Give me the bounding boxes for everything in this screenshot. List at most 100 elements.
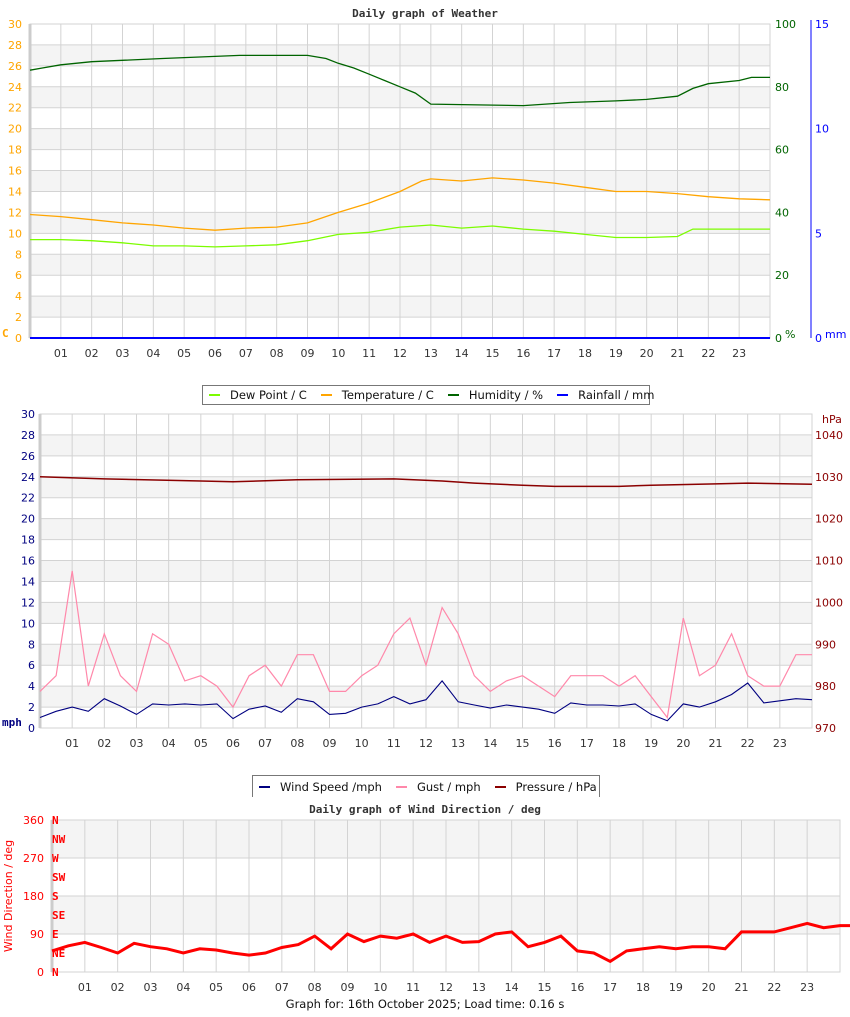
y-tick-label-rainfall: 0 bbox=[815, 332, 822, 345]
legend-item-humidity: Humidity / % bbox=[447, 388, 544, 402]
x-tick-label: 16 bbox=[570, 981, 584, 994]
y-tick-label-hpa: 1000 bbox=[815, 596, 843, 609]
temperature-line bbox=[29, 177, 771, 231]
legend-label: Rainfall / mm bbox=[578, 388, 655, 402]
compass-label: SE bbox=[52, 909, 65, 922]
x-tick-label: 05 bbox=[177, 347, 191, 360]
y-tick-label-mph: 10 bbox=[21, 617, 35, 630]
x-tick-label: 17 bbox=[580, 737, 594, 750]
legend-wind-pressure: Wind Speed /mph Gust / mph Pressure / hP… bbox=[252, 775, 600, 797]
x-tick-label: 17 bbox=[547, 347, 561, 360]
x-tick-label: 23 bbox=[773, 737, 787, 750]
wind-speed-line bbox=[39, 680, 813, 722]
y-tick-label-mph: 4 bbox=[28, 680, 35, 693]
y-tick-label-mph: 26 bbox=[21, 450, 35, 463]
x-tick-label: 13 bbox=[451, 737, 465, 750]
y-tick-label-hpa: 1010 bbox=[815, 555, 843, 568]
y-tick-label-mph: 6 bbox=[28, 659, 35, 672]
y-tick-label-celsius: 14 bbox=[8, 185, 22, 198]
legend-item-rainfall: Rainfall / mm bbox=[557, 388, 654, 402]
compass-label: N bbox=[52, 814, 59, 827]
x-tick-label: 04 bbox=[162, 737, 176, 750]
x-tick-label: 06 bbox=[208, 347, 222, 360]
legend-item-pressure: Pressure / hPa bbox=[494, 780, 597, 794]
x-tick-label: 06 bbox=[226, 737, 240, 750]
x-tick-label: 23 bbox=[800, 981, 814, 994]
x-tick-label: 22 bbox=[767, 981, 781, 994]
x-tick-label: 11 bbox=[362, 347, 376, 360]
y-tick-label-celsius: 20 bbox=[8, 123, 22, 136]
x-tick-label: 23 bbox=[732, 347, 746, 360]
x-tick-label: 06 bbox=[242, 981, 256, 994]
x-tick-label: 02 bbox=[97, 737, 111, 750]
x-tick-label: 05 bbox=[209, 981, 223, 994]
y-tick-label-rainfall: 5 bbox=[815, 227, 822, 240]
y-tick-label-mph: 30 bbox=[21, 408, 35, 421]
x-tick-label: 21 bbox=[709, 737, 723, 750]
legend-label: Humidity / % bbox=[468, 388, 544, 402]
y-tick-label-humidity: 100 bbox=[775, 18, 796, 31]
x-tick-label: 11 bbox=[406, 981, 420, 994]
compass-label: E bbox=[52, 928, 59, 941]
y-tick-label-degrees: 270 bbox=[23, 852, 44, 865]
y-tick-label-celsius: 0 bbox=[15, 332, 22, 345]
y-tick-label-humidity: 0 bbox=[775, 332, 782, 345]
compass-label: W bbox=[52, 852, 59, 865]
x-tick-label: 07 bbox=[258, 737, 272, 750]
x-tick-label: 04 bbox=[176, 981, 190, 994]
y-tick-label-hpa: 1030 bbox=[815, 471, 843, 484]
compass-label: S bbox=[52, 890, 59, 903]
y-tick-label-mph: 2 bbox=[28, 701, 35, 714]
x-tick-label: 03 bbox=[130, 737, 144, 750]
y-tick-label-celsius: 8 bbox=[15, 248, 22, 261]
x-tick-label: 20 bbox=[702, 981, 716, 994]
y-axis-label-humidity: % bbox=[785, 328, 795, 341]
chart-title: Daily graph of Weather bbox=[352, 7, 498, 20]
y-tick-label-hpa: 990 bbox=[815, 638, 836, 651]
y-tick-label-celsius: 10 bbox=[8, 227, 22, 240]
x-tick-label: 11 bbox=[387, 737, 401, 750]
x-tick-label: 19 bbox=[644, 737, 658, 750]
x-tick-label: 07 bbox=[239, 347, 253, 360]
y-tick-label-degrees: 360 bbox=[23, 814, 44, 827]
x-tick-label: 15 bbox=[486, 347, 500, 360]
x-tick-label: 13 bbox=[472, 981, 486, 994]
x-tick-label: 12 bbox=[393, 347, 407, 360]
y-tick-label-mph: 12 bbox=[21, 596, 35, 609]
y-tick-label-hpa: 970 bbox=[815, 722, 836, 735]
compass-label: NW bbox=[52, 833, 66, 846]
y-tick-label-mph: 22 bbox=[21, 492, 35, 505]
x-tick-label: 19 bbox=[669, 981, 683, 994]
x-tick-label: 02 bbox=[111, 981, 125, 994]
y-tick-label-celsius: 2 bbox=[15, 311, 22, 324]
x-tick-label: 10 bbox=[331, 347, 345, 360]
x-tick-label: 03 bbox=[144, 981, 158, 994]
y-axis-label-wind-direction: Wind Direction / deg bbox=[2, 840, 15, 952]
x-tick-label: 14 bbox=[455, 347, 469, 360]
legend-weather: Dew Point / C Temperature / C Humidity /… bbox=[202, 385, 654, 405]
x-tick-label: 04 bbox=[146, 347, 160, 360]
x-tick-label: 10 bbox=[355, 737, 369, 750]
y-tick-label-hpa: 1040 bbox=[815, 429, 843, 442]
x-tick-label: 03 bbox=[116, 347, 130, 360]
pressure-line bbox=[39, 476, 813, 488]
y-tick-label-rainfall: 10 bbox=[815, 123, 829, 136]
y-tick-label-degrees: 180 bbox=[23, 890, 44, 903]
y-tick-label-celsius: 30 bbox=[8, 18, 22, 31]
x-tick-label: 07 bbox=[275, 981, 289, 994]
legend-item-dew-point: Dew Point / C bbox=[209, 388, 307, 402]
y-tick-label-celsius: 28 bbox=[8, 39, 22, 52]
x-tick-label: 17 bbox=[603, 981, 617, 994]
y-tick-label-celsius: 26 bbox=[8, 60, 22, 73]
legend-item-temperature: Temperature / C bbox=[320, 388, 434, 402]
y-tick-label-mph: 20 bbox=[21, 513, 35, 526]
x-tick-label: 01 bbox=[65, 737, 79, 750]
x-tick-label: 21 bbox=[671, 347, 685, 360]
y-tick-label-celsius: 4 bbox=[15, 290, 22, 303]
dew-point-line bbox=[30, 224, 770, 248]
y-tick-label-humidity: 60 bbox=[775, 144, 789, 157]
y-tick-label-humidity: 40 bbox=[775, 206, 789, 219]
x-tick-label: 22 bbox=[741, 737, 755, 750]
footer-graph-info: Graph for: 16th October 2025; Load time:… bbox=[285, 997, 565, 1011]
